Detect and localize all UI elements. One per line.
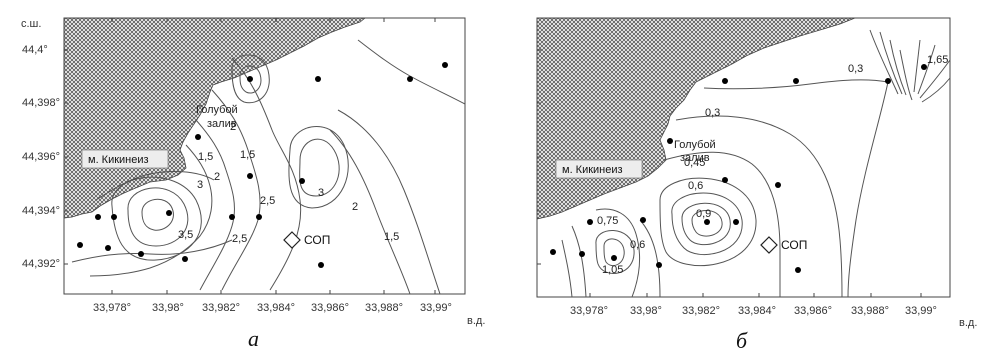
contour-label: 1,05 (602, 264, 623, 276)
lat-tick-label: 44,4° (22, 44, 48, 56)
panel-caption: б (736, 328, 748, 353)
sop-label: СОП (781, 238, 807, 252)
contour-label: 2 (352, 201, 358, 213)
panel-a-lon-ticks (111, 18, 436, 294)
contour-label: 1,5 (384, 231, 399, 243)
lon-tick-label: 33,984° (257, 302, 295, 314)
lat-unit-label: с.ш. (21, 18, 41, 30)
cape-label-box (555, 159, 643, 179)
lat-tick-label: 44,396° (22, 151, 60, 163)
panel-b: 33,978° 33,98° 33,982° 33,984° 33,986° 3… (536, 17, 977, 353)
lon-tick-label: 33,984° (738, 305, 776, 317)
contour-label: 2 (214, 171, 220, 183)
contour-label: 3,5 (178, 229, 193, 241)
lon-unit-label: в.д. (467, 315, 485, 327)
panel-caption: а (248, 326, 259, 351)
lat-tick-label: 44,398° (22, 97, 60, 109)
contour-label: 0,45 (684, 157, 705, 169)
contour-label: 0,9 (696, 208, 711, 220)
sop-marker-icon (760, 236, 778, 254)
sop-label: СОП (304, 233, 330, 247)
contour-label: 0,6 (630, 239, 645, 251)
panel-b-stations (550, 64, 927, 273)
lon-tick-label: 33,978° (570, 305, 608, 317)
lon-tick-label: 33,978° (93, 302, 131, 314)
cape-label-box (81, 149, 169, 169)
bay-label: Голубой (196, 104, 238, 116)
bay-label: залив (207, 118, 237, 130)
lon-tick-label: 33,982° (682, 305, 720, 317)
contour-label: 1,5 (198, 151, 213, 163)
contour-label: 3 (197, 179, 203, 191)
cape-label: м. Кикинеиз (88, 154, 149, 166)
contour-label: 2,5 (260, 195, 275, 207)
panel-a: с.ш. 44,4° 44,398° 44,396° 44,394° 44,39… (21, 17, 485, 351)
lon-unit-label: в.д. (959, 317, 977, 329)
contour-label: 2,5 (232, 233, 247, 245)
lon-tick-label: 33,982° (202, 302, 240, 314)
contour-label: 1,5 (240, 149, 255, 161)
panel-a-stations (77, 62, 448, 268)
panel-b-contours (561, 29, 951, 298)
contour-label: 2 (230, 121, 236, 133)
lon-tick-label: 33,988° (851, 305, 889, 317)
contour-label: 0,6 (688, 180, 703, 192)
lon-tick-label: 33,99° (905, 305, 937, 317)
cape-label: м. Кикинеиз (562, 164, 623, 176)
lon-tick-label: 33,98° (152, 302, 184, 314)
contour-label: 0,3 (848, 63, 863, 75)
lon-tick-label: 33,98° (630, 305, 662, 317)
contour-label: 0,75 (597, 215, 618, 227)
bay-label: Голубой (674, 139, 716, 151)
sop-marker-icon (283, 231, 301, 249)
lon-tick-label: 33,986° (311, 302, 349, 314)
panel-a-frame (63, 17, 466, 295)
lat-tick-label: 44,392° (22, 258, 60, 270)
contour-label: 1,65 (927, 54, 948, 66)
panel-b-lon-ticks (537, 49, 922, 297)
lon-tick-label: 33,99° (420, 302, 452, 314)
panel-a-lat-ticks (64, 49, 68, 265)
lon-tick-label: 33,986° (794, 305, 832, 317)
contour-label: 3 (318, 187, 324, 199)
lon-tick-label: 33,988° (365, 302, 403, 314)
bay-label: залив (680, 152, 710, 164)
lat-tick-label: 44,394° (22, 205, 60, 217)
contour-label: 0,3 (705, 107, 720, 119)
